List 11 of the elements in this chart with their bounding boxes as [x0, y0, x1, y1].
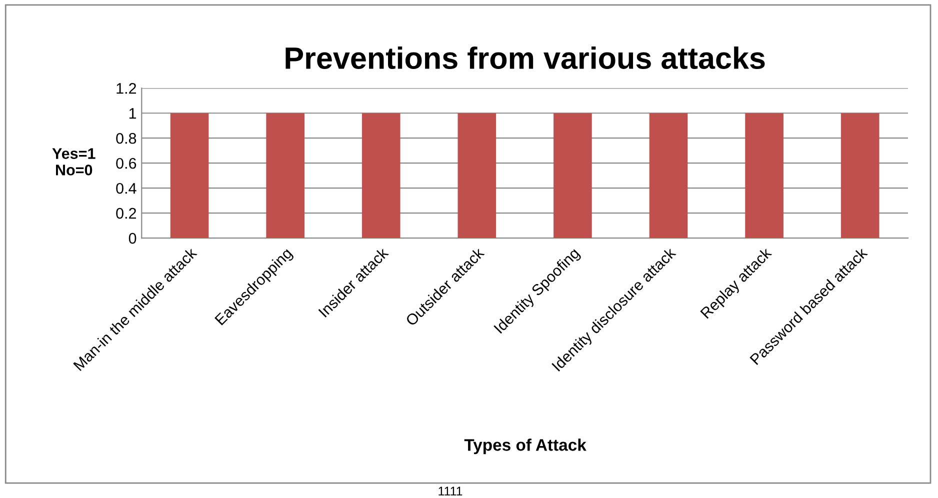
y-tick-label: 0.4 — [116, 182, 136, 194]
y-axis-title: Yes=1 No=0 — [52, 148, 96, 176]
y-tick-label: 0.6 — [116, 158, 136, 169]
x-axis-title: Types of Attack — [464, 438, 586, 454]
text: 1111 — [438, 486, 462, 496]
y-tick-label: 1.2 — [116, 83, 136, 94]
y-tick-label: 1 — [129, 108, 136, 119]
y-tick-label: 0.2 — [116, 208, 136, 219]
chart-title: Preventions from various attacks — [286, 46, 765, 69]
y-tick-label: 0.8 — [116, 132, 136, 144]
y-tick-label: 0 — [128, 232, 136, 244]
